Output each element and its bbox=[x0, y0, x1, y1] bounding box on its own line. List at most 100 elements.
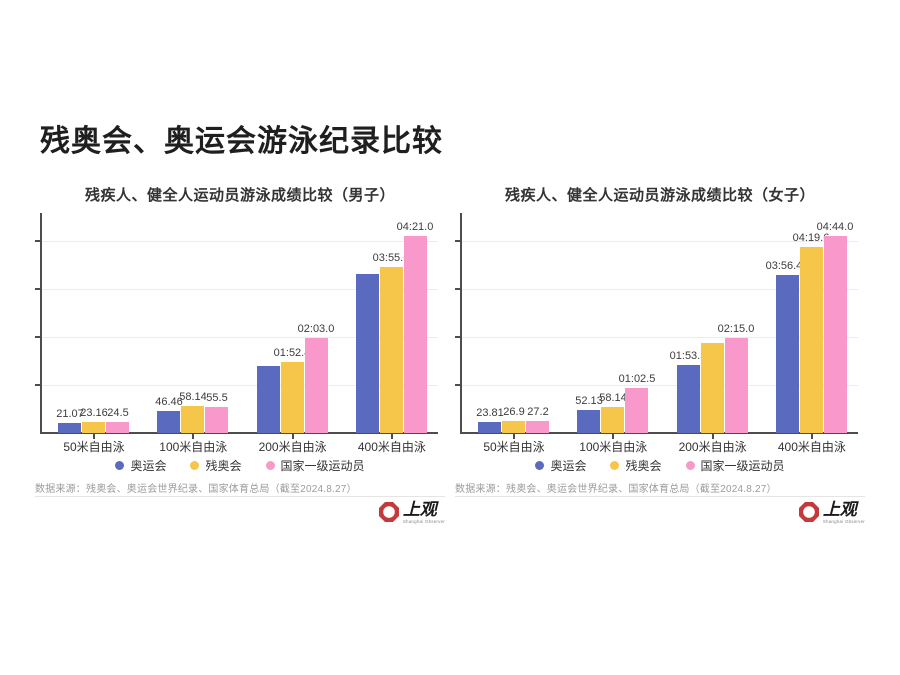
x-axis-labels: 50米自由泳 100米自由泳 200米自由泳 400米自由泳 bbox=[35, 438, 440, 454]
bar-400米自由泳-残奥会 bbox=[380, 267, 403, 433]
bar-value-label: 23.16 bbox=[80, 407, 108, 419]
gridline bbox=[462, 337, 858, 338]
bar-value-label: 03:56.46 bbox=[765, 260, 809, 272]
x-axis-label-400米自由泳: 400米自由泳 bbox=[357, 440, 426, 454]
bar-100米自由泳-奥运会 bbox=[577, 410, 600, 433]
bar-200米自由泳-奥运会 bbox=[677, 365, 700, 433]
divider bbox=[455, 496, 865, 497]
legend-label: 国家一级运动员 bbox=[700, 459, 785, 473]
bar-value-label: 52.13 bbox=[575, 395, 603, 407]
logo-text-en: Shanghai Observer bbox=[402, 519, 445, 524]
legend-label: 国家一级运动员 bbox=[280, 459, 365, 473]
x-axis-label-50米自由泳: 50米自由泳 bbox=[483, 440, 545, 454]
y-axis-tick bbox=[455, 240, 460, 242]
bar-100米自由泳-残奥会 bbox=[181, 406, 204, 433]
gridline bbox=[42, 385, 438, 386]
legend-dot-icon bbox=[685, 461, 695, 470]
shanghai-observer-logo: 上观 Shanghai Observer bbox=[378, 501, 445, 528]
bar-400米自由泳-国家一级运动员 bbox=[404, 236, 427, 433]
x-axis-label-100米自由泳: 100米自由泳 bbox=[159, 440, 228, 454]
data-source-note: 数据来源：残奥会、奥运会世界纪录、国家体育总局（截至2024.8.27） bbox=[455, 484, 777, 495]
bar-value-label: 21.07 bbox=[56, 408, 84, 420]
legend-item-残奥会[interactable]: 残奥会 bbox=[190, 457, 242, 474]
bar-100米自由泳-奥运会 bbox=[157, 411, 180, 433]
y-axis-tick bbox=[455, 288, 460, 290]
bar-50米自由泳-奥运会 bbox=[58, 423, 81, 433]
gridline bbox=[462, 385, 858, 386]
x-axis-tick bbox=[390, 434, 393, 439]
logo-ring-icon bbox=[798, 501, 820, 528]
x-axis bbox=[460, 432, 858, 434]
legend-item-奥运会[interactable]: 奥运会 bbox=[535, 457, 586, 474]
x-axis bbox=[40, 432, 438, 434]
legend: 奥运会 残奥会 国家一级运动员 bbox=[35, 457, 445, 474]
bar-50米自由泳-国家一级运动员 bbox=[106, 422, 129, 433]
bar-value-label: 55.5 bbox=[206, 392, 228, 404]
bar-100米自由泳-残奥会 bbox=[601, 407, 624, 433]
y-axis-tick bbox=[35, 384, 40, 386]
legend-item-奥运会[interactable]: 奥运会 bbox=[115, 457, 166, 474]
shanghai-observer-logo: 上观 Shanghai Observer bbox=[798, 501, 865, 528]
data-source-note: 数据来源：残奥会、奥运会世界纪录、国家体育总局（截至2024.8.27） bbox=[35, 484, 357, 495]
x-axis-tick bbox=[513, 434, 515, 439]
gridline bbox=[462, 289, 858, 290]
bar-400米自由泳-奥运会 bbox=[356, 274, 379, 433]
bar-value-label: 04:19.6 bbox=[792, 232, 830, 244]
bar-200米自由泳-奥运会 bbox=[257, 366, 280, 433]
bar-value-label: 01:52.4 bbox=[273, 347, 311, 359]
page-title: 残奥会、奥运会游泳纪录比较 bbox=[40, 125, 443, 158]
x-axis-tick bbox=[711, 434, 714, 439]
x-axis-label-400米自由泳: 400米自由泳 bbox=[777, 440, 846, 454]
bar-value-label: 01:53.3 bbox=[669, 350, 707, 362]
chart-title-women: 残疾人、健全人运动员游泳成绩比较（女子） bbox=[504, 187, 815, 204]
bar-value-label: 03:55.6 bbox=[372, 252, 410, 264]
bar-400米自由泳-奥运会 bbox=[776, 275, 799, 433]
y-axis-tick bbox=[35, 288, 40, 290]
legend-label: 残奥会 bbox=[625, 459, 662, 473]
legend-label: 奥运会 bbox=[130, 459, 167, 473]
bar-100米自由泳-国家一级运动员 bbox=[205, 407, 228, 433]
x-axis-label-200米自由泳: 200米自由泳 bbox=[258, 440, 327, 454]
bar-value-label: 23.81 bbox=[476, 407, 504, 419]
bar-50米自由泳-国家一级运动员 bbox=[526, 421, 549, 433]
legend-dot-icon bbox=[115, 461, 125, 470]
legend: 奥运会 残奥会 国家一级运动员 bbox=[455, 457, 865, 474]
legend-item-国家一级运动员[interactable]: 国家一级运动员 bbox=[265, 457, 365, 474]
gridline bbox=[462, 241, 858, 242]
chart-plot-women: 23.81 26.9 27.2 52.13 58.14 01:02.5 01:53.3 02:… bbox=[455, 213, 860, 439]
gridline bbox=[42, 337, 438, 338]
y-axis-tick bbox=[455, 336, 460, 338]
bar-400米自由泳-残奥会 bbox=[800, 247, 823, 433]
bar-400米自由泳-国家一级运动员 bbox=[824, 236, 847, 433]
y-axis-tick bbox=[35, 240, 40, 242]
chart-title-men: 残疾人、健全人运动员游泳成绩比较（男子） bbox=[84, 187, 395, 204]
x-axis-label-100米自由泳: 100米自由泳 bbox=[579, 440, 648, 454]
bar-value-label: 27.2 bbox=[527, 406, 549, 418]
bar-50米自由泳-残奥会 bbox=[82, 422, 105, 433]
legend-dot-icon bbox=[190, 461, 200, 470]
logo-text-en: Shanghai Observer bbox=[822, 519, 865, 524]
bar-200米自由泳-国家一级运动员 bbox=[725, 338, 748, 433]
x-axis-tick bbox=[810, 434, 813, 439]
x-axis-tick bbox=[291, 434, 294, 439]
legend-item-国家一级运动员[interactable]: 国家一级运动员 bbox=[685, 457, 785, 474]
gridline bbox=[42, 289, 438, 290]
bar-value-label: 46.46 bbox=[155, 396, 183, 408]
bar-200米自由泳-残奥会 bbox=[281, 362, 304, 433]
legend-label: 奥运会 bbox=[550, 459, 587, 473]
bar-50米自由泳-残奥会 bbox=[502, 421, 525, 433]
legend-dot-icon bbox=[265, 461, 275, 470]
bar-value-label: 26.9 bbox=[503, 406, 525, 418]
legend-label: 残奥会 bbox=[205, 459, 242, 473]
x-axis-label-50米自由泳: 50米自由泳 bbox=[63, 440, 125, 454]
chart-plot-men: 21.07 23.16 24.5 46.46 58.14 55.5 01:52.4 02:03… bbox=[35, 213, 440, 439]
bar-50米自由泳-奥运会 bbox=[478, 422, 501, 433]
logo-ring-icon bbox=[378, 501, 400, 528]
bar-value-label: 24.5 bbox=[107, 407, 129, 419]
logo-text-cn: 上观 bbox=[822, 500, 857, 520]
x-axis-tick bbox=[612, 434, 615, 439]
bar-100米自由泳-国家一级运动员 bbox=[625, 388, 648, 433]
legend-item-残奥会[interactable]: 残奥会 bbox=[610, 457, 662, 474]
bar-value-label: 58.14 bbox=[599, 392, 627, 404]
y-axis bbox=[460, 213, 462, 433]
